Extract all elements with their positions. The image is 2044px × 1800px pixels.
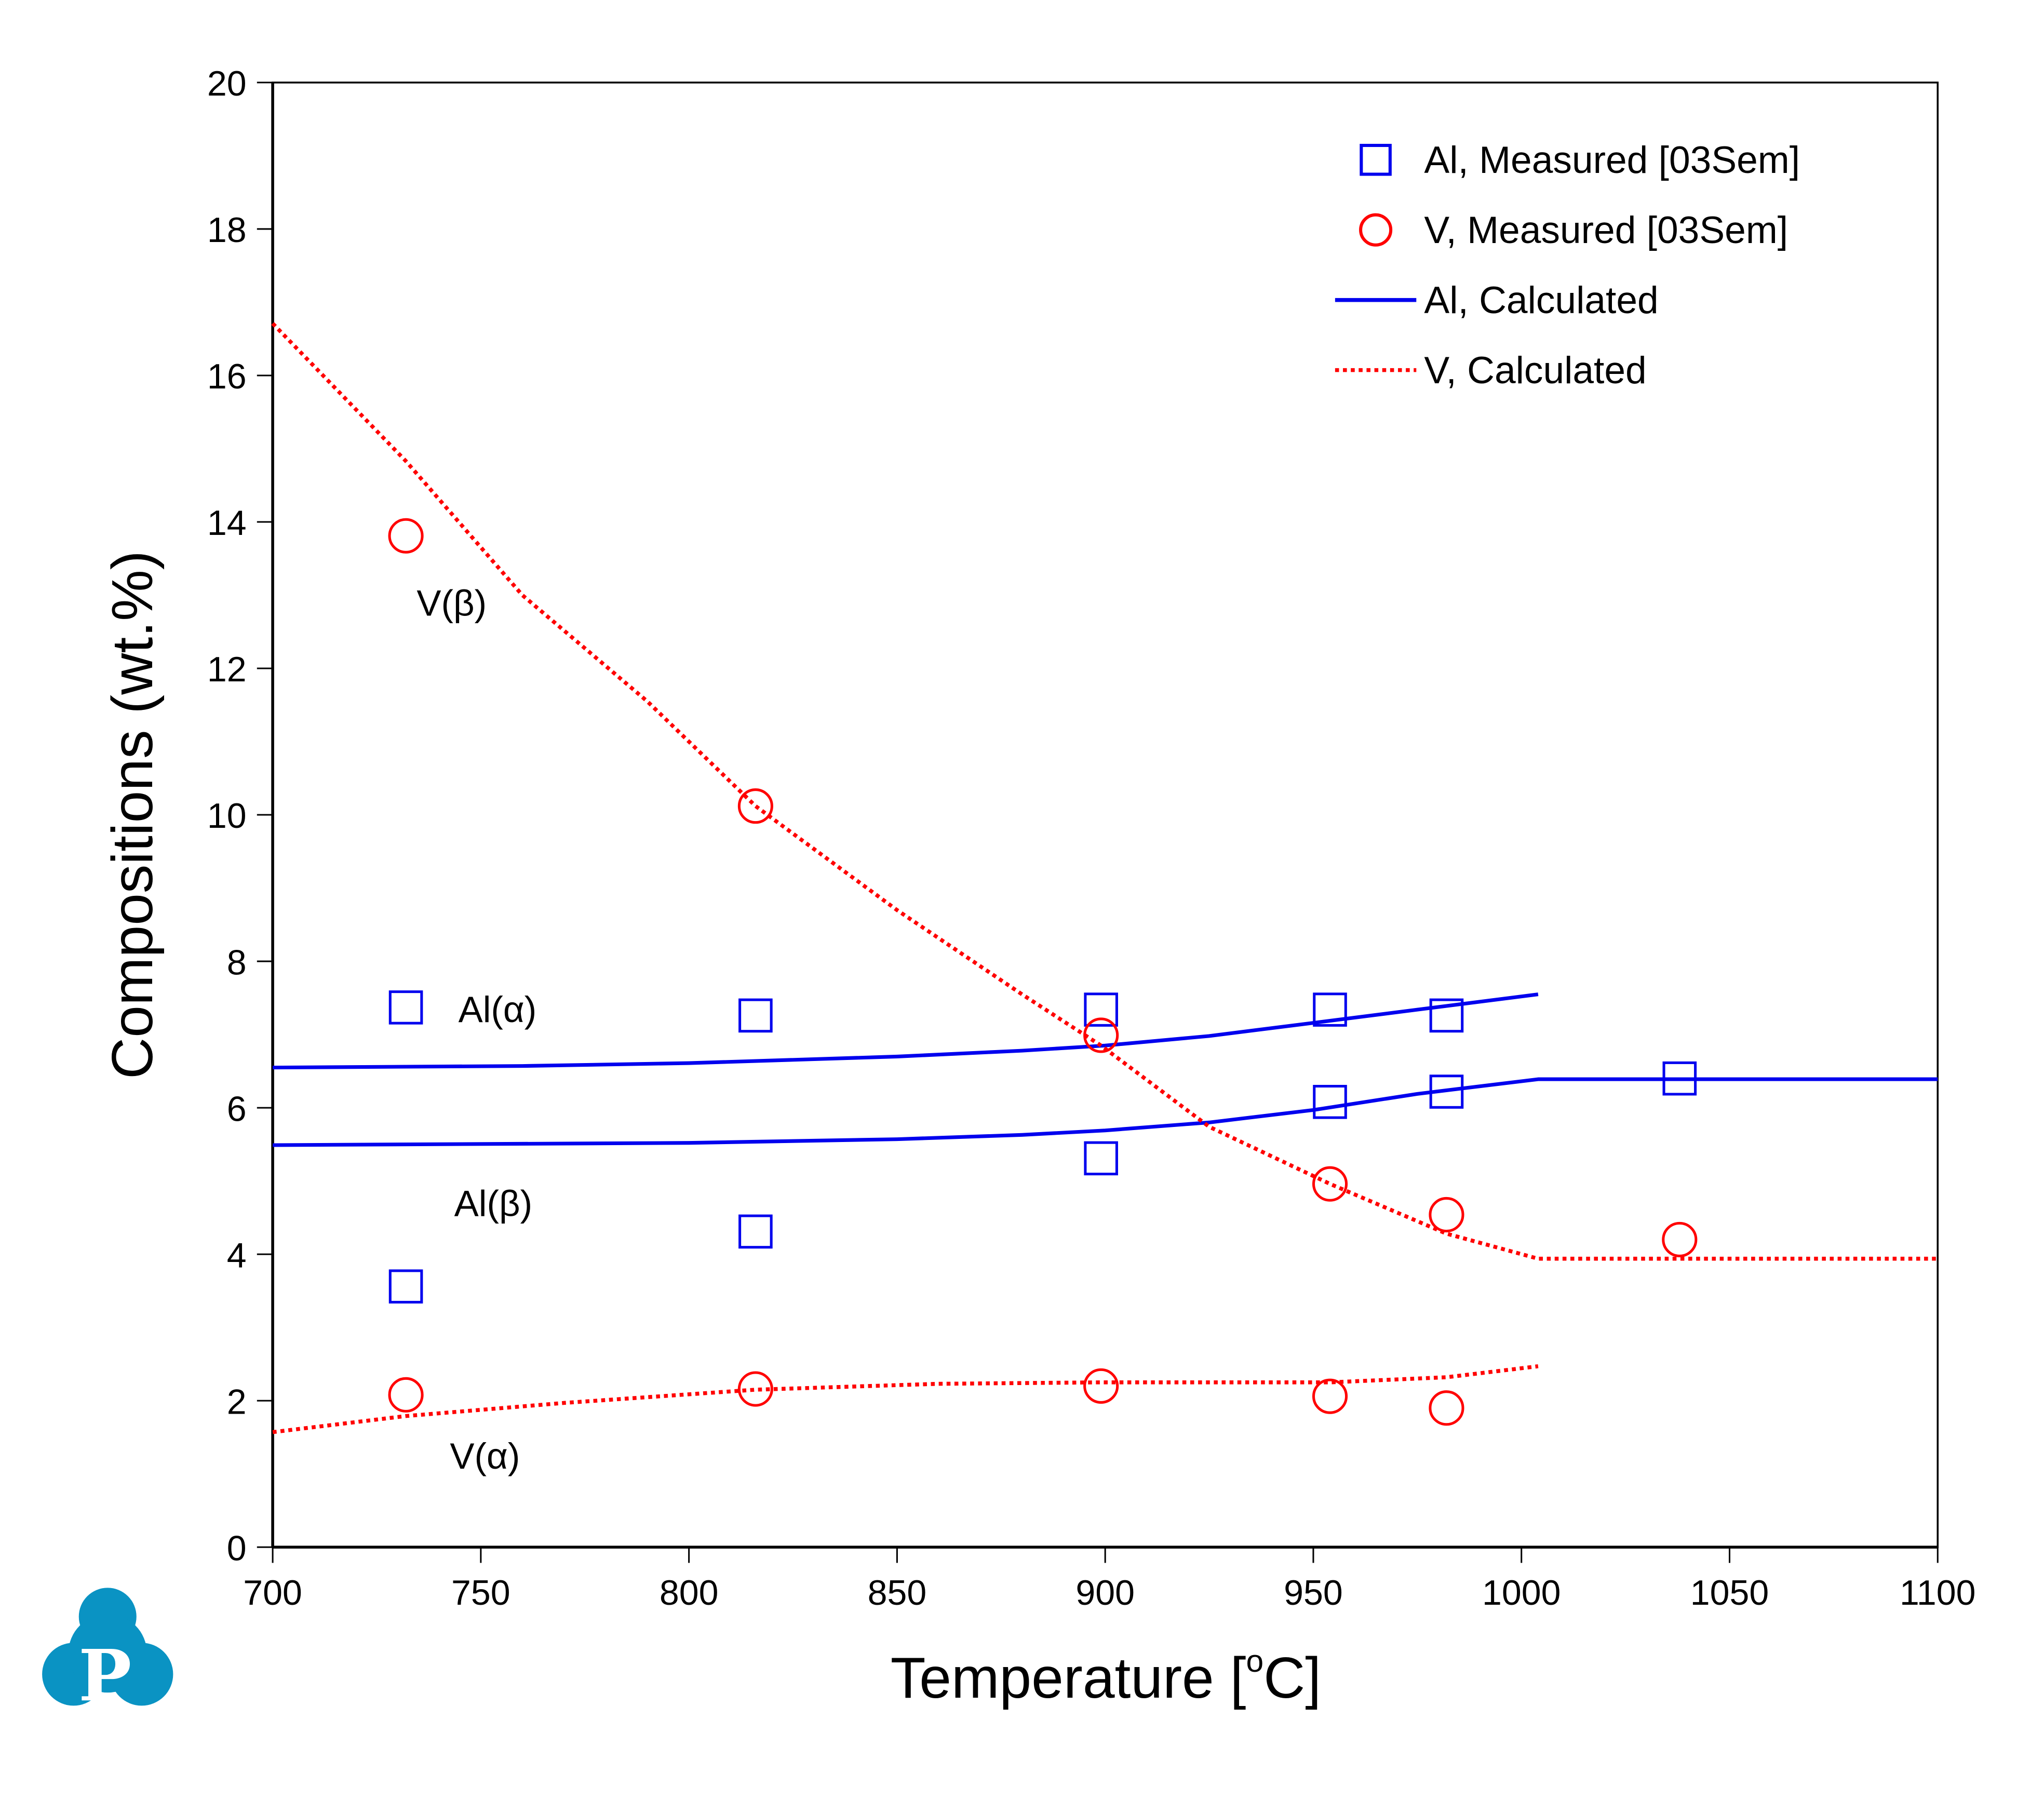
legend-label: Al, Calculated: [1424, 279, 1658, 321]
x-tick-label: 1100: [1900, 1573, 1975, 1613]
x-tick-label: 950: [1284, 1573, 1343, 1613]
logo-center-lobe: [68, 1614, 147, 1693]
curve-annotation: V(β): [416, 582, 487, 623]
al-measured-point: [388, 990, 423, 1025]
y-tick-label: 6: [227, 1089, 247, 1129]
al-measured-point: [738, 1214, 773, 1249]
plot-area: 700 750 800 850 900 950 1000 1050 1100 0 2 4 6 8 10 12 1…: [207, 64, 1976, 1613]
logo-letter: P: [78, 1634, 131, 1717]
v-measured-point: [388, 1377, 424, 1413]
series-line-v-calculated: [271, 322, 1938, 1261]
x-axis-title-unit: C]: [1263, 1646, 1321, 1710]
y-tick-label: 12: [207, 650, 247, 689]
v-measured-point: [737, 1371, 773, 1407]
al-measured-point: [388, 1269, 423, 1304]
y-tick-label: 14: [207, 503, 247, 543]
plot-frame: [272, 82, 1939, 1548]
annotation-layer: V(β) Al(α) Al(β) V(α): [416, 582, 536, 1476]
v-measured-point: [737, 788, 773, 824]
x-axis-title-main: Temperature [: [891, 1646, 1246, 1710]
v-measured-point: [1662, 1221, 1698, 1257]
series-line-al-calculated: [273, 1077, 1938, 1147]
al-measured-point: [1429, 998, 1464, 1033]
y-tick-label: 8: [227, 943, 247, 982]
al-measured-point: [1084, 992, 1118, 1027]
x-tick-label: 850: [868, 1573, 927, 1613]
x-axis-title: Temperature [oC]: [891, 1643, 1321, 1710]
v-measured-point: [1312, 1378, 1348, 1414]
series-line-v-calculated: [272, 1364, 1539, 1434]
legend-label: V, Calculated: [1424, 349, 1646, 392]
v-measured-point: [1083, 1017, 1119, 1053]
al-measured-point: [738, 998, 773, 1033]
al-measured-point: [1429, 1074, 1464, 1109]
legend-square-marker-icon: [1360, 143, 1392, 176]
y-tick-label: 16: [207, 357, 247, 396]
y-tick-label: 10: [207, 796, 247, 836]
y-tick-label: 2: [227, 1382, 247, 1421]
curve-annotation: V(α): [450, 1435, 520, 1476]
v-measured-point: [388, 518, 424, 554]
curve-annotation: Al(α): [459, 989, 537, 1030]
series-layer: [271, 322, 1938, 1434]
x-tick-label: 1000: [1482, 1573, 1561, 1613]
v-measured-point: [1083, 1368, 1119, 1404]
y-tick-label: 0: [227, 1528, 247, 1568]
series-line-al-calculated: [273, 992, 1539, 1070]
legend-label: V, Measured [03Sem]: [1424, 209, 1788, 251]
x-axis-title-degree: o: [1246, 1643, 1263, 1678]
x-tick-label: 800: [660, 1573, 719, 1613]
legend-circle-marker-icon: [1359, 213, 1393, 247]
legend: Al, Measured [03Sem] V, Measured [03Sem] A…: [1335, 139, 1800, 392]
v-measured-point: [1429, 1390, 1464, 1426]
al-measured-point: [1313, 1085, 1347, 1119]
curve-annotation: Al(β): [454, 1183, 532, 1224]
al-measured-point: [1313, 992, 1347, 1027]
x-tick-label: 700: [243, 1573, 302, 1613]
logo-icon: P: [42, 1588, 173, 1717]
y-tick-label: 18: [207, 210, 247, 250]
v-measured-point: [1429, 1197, 1464, 1233]
v-measured-point: [1312, 1166, 1348, 1202]
al-measured-point: [1662, 1061, 1697, 1096]
x-tick-label: 900: [1075, 1573, 1135, 1613]
y-axis-title: Compositions (wt.%): [100, 550, 165, 1079]
legend-label: Al, Measured [03Sem]: [1424, 139, 1800, 181]
x-tick-label: 1050: [1690, 1573, 1769, 1613]
y-tick-label: 20: [207, 64, 247, 103]
x-tick-label: 750: [451, 1573, 510, 1613]
y-tick-label: 4: [227, 1235, 247, 1275]
al-measured-point: [1084, 1141, 1118, 1176]
